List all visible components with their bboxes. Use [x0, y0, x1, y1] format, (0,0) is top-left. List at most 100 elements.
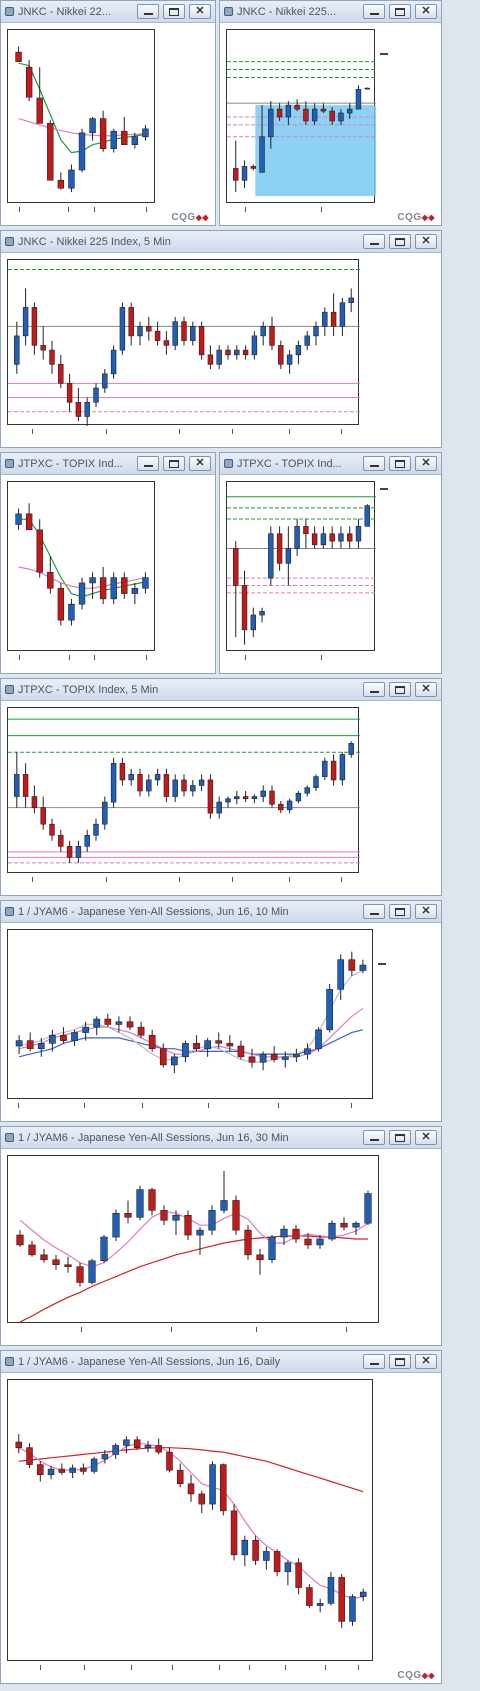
candle-body — [144, 1445, 152, 1448]
minimize-button[interactable] — [363, 682, 385, 697]
candle-body — [160, 1210, 168, 1221]
minimize-icon — [369, 243, 379, 245]
candle-body — [37, 1043, 45, 1050]
chart-body[interactable] — [1, 1149, 441, 1345]
candle-body — [57, 587, 65, 621]
candle-body — [40, 345, 46, 351]
candle-body — [25, 66, 33, 98]
title-bar[interactable]: JNKC - Nikkei 225 Index, 5 Min ✕ — [1, 231, 441, 253]
chart-window-topix-5min[interactable]: JTPXC - TOPIX Index, 5 Min ✕ — [0, 678, 442, 896]
close-button[interactable]: ✕ — [415, 456, 437, 471]
chart-window-nikkei-30min[interactable]: JNKC - Nikkei 225... ✕ CQG◆◆ — [219, 0, 442, 226]
chart-body[interactable] — [1, 701, 441, 895]
title-bar[interactable]: JTPXC - TOPIX Index, 5 Min ✕ — [1, 679, 441, 701]
candle-body — [293, 1053, 300, 1058]
maximize-button[interactable] — [163, 456, 185, 471]
close-button[interactable]: ✕ — [415, 1354, 437, 1369]
maximize-button[interactable] — [163, 4, 185, 19]
plot-area[interactable] — [7, 1379, 373, 1661]
plot-area[interactable] — [7, 29, 155, 203]
maximize-button[interactable] — [389, 904, 411, 919]
plot-area[interactable] — [7, 481, 155, 651]
chart-window-nikkei-5min[interactable]: JNKC - Nikkei 225 Index, 5 Min ✕ — [0, 230, 442, 448]
chart-body[interactable]: CQG◆◆ — [220, 23, 441, 225]
maximize-icon — [395, 907, 405, 916]
candle-body — [93, 1018, 101, 1028]
candle-body — [28, 1244, 36, 1256]
title-bar[interactable]: JTPXC - TOPIX Ind... ✕ — [1, 453, 215, 475]
candle-body — [82, 1026, 89, 1033]
close-button[interactable]: ✕ — [415, 682, 437, 697]
chart-window-topix-daily[interactable]: JTPXC - TOPIX Ind... ✕ — [0, 452, 216, 674]
candle-body — [304, 787, 310, 794]
x-tick-mark — [321, 655, 323, 660]
minimize-button[interactable] — [363, 234, 385, 249]
maximize-button[interactable] — [389, 456, 411, 471]
minimize-button[interactable] — [363, 4, 385, 19]
chart-body[interactable]: CQG◆◆ — [1, 23, 215, 225]
close-button[interactable]: ✕ — [415, 4, 437, 19]
candle-body — [36, 97, 43, 124]
close-button[interactable]: ✕ — [415, 1130, 437, 1145]
minimize-button[interactable] — [137, 4, 159, 19]
close-button[interactable]: ✕ — [415, 904, 437, 919]
chart-body[interactable] — [1, 923, 441, 1121]
plot-area[interactable] — [7, 1155, 379, 1323]
chart-window-topix-30min[interactable]: JTPXC - TOPIX Ind... ✕ — [219, 452, 442, 674]
candle-body — [110, 349, 117, 375]
candle-body — [40, 807, 46, 825]
close-button[interactable]: ✕ — [415, 234, 437, 249]
candle-body — [181, 321, 187, 341]
candle-body — [226, 1043, 234, 1047]
plot-area[interactable] — [7, 259, 360, 426]
close-button[interactable]: ✕ — [189, 4, 211, 19]
chart-body[interactable] — [1, 475, 215, 673]
candle-body — [285, 104, 292, 118]
chart-window-yen-30min[interactable]: 1 / JYAM6 - Japanese Yen-All Sessions, J… — [0, 1126, 442, 1346]
window-icon — [5, 685, 14, 694]
chart-body[interactable]: CQG◆◆ — [1, 1373, 441, 1683]
title-bar[interactable]: 1 / JYAM6 - Japanese Yen-All Sessions, J… — [1, 1351, 441, 1373]
candle-body — [348, 297, 354, 303]
candle-body — [295, 792, 302, 802]
chart-body[interactable] — [1, 253, 441, 447]
title-bar[interactable]: JTPXC - TOPIX Ind... ✕ — [220, 453, 441, 475]
moving-average-line — [19, 1210, 369, 1268]
minimize-button[interactable] — [363, 456, 385, 471]
title-bar[interactable]: 1 / JYAM6 - Japanese Yen-All Sessions, J… — [1, 901, 441, 923]
plot-area[interactable] — [226, 481, 376, 651]
x-tick-mark — [256, 1327, 258, 1332]
close-button[interactable]: ✕ — [189, 456, 211, 471]
candle-body — [181, 779, 187, 792]
window-icon — [5, 907, 14, 916]
maximize-button[interactable] — [389, 234, 411, 249]
candle-body — [304, 335, 310, 346]
plot-area[interactable] — [226, 29, 376, 203]
candle-body — [172, 321, 178, 346]
title-bar[interactable]: JNKC - Nikkei 225... ✕ — [220, 1, 441, 23]
minimize-button[interactable] — [363, 1130, 385, 1145]
maximize-button[interactable] — [389, 4, 411, 19]
minimize-button[interactable] — [363, 1354, 385, 1369]
title-bar[interactable]: 1 / JYAM6 - Japanese Yen-All Sessions, J… — [1, 1127, 441, 1149]
y-axis — [159, 481, 215, 651]
candle-body — [326, 989, 333, 1031]
plot-area[interactable] — [7, 707, 360, 873]
title-bar[interactable]: JNKC - Nikkei 22... ✕ — [1, 1, 215, 23]
candle-body — [280, 1228, 288, 1238]
maximize-icon — [395, 459, 405, 468]
chart-window-nikkei-daily[interactable]: JNKC - Nikkei 22... ✕ CQG◆◆ — [0, 0, 216, 226]
plot-area[interactable] — [7, 929, 373, 1099]
chart-window-yen-10min[interactable]: 1 / JYAM6 - Japanese Yen-All Sessions, J… — [0, 900, 442, 1122]
candle-body — [285, 548, 292, 564]
maximize-button[interactable] — [389, 682, 411, 697]
maximize-button[interactable] — [389, 1130, 411, 1145]
minimize-button[interactable] — [137, 456, 159, 471]
window-title: JNKC - Nikkei 225 Index, 5 Min — [18, 235, 171, 248]
maximize-button[interactable] — [389, 1354, 411, 1369]
chart-body[interactable] — [220, 475, 441, 673]
candle-body — [207, 779, 214, 814]
candle-body — [316, 1603, 324, 1606]
chart-window-yen-daily[interactable]: 1 / JYAM6 - Japanese Yen-All Sessions, J… — [0, 1350, 442, 1684]
minimize-button[interactable] — [363, 904, 385, 919]
